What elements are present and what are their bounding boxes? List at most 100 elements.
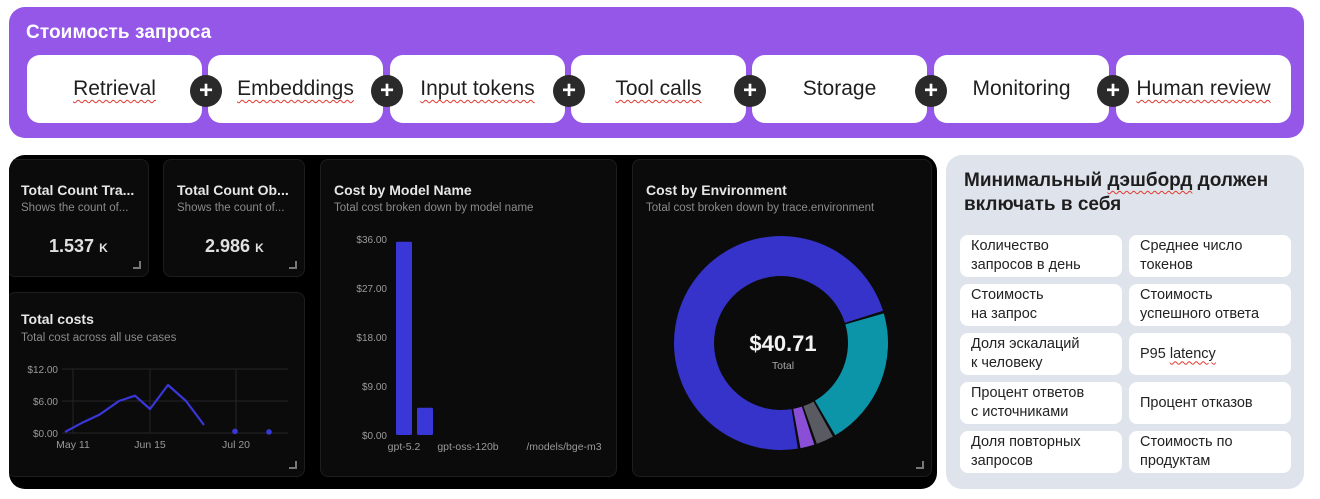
donut-slice <box>793 406 815 449</box>
total-costs-line-chart: $0.00 $6.00 $12.00 May 11 Jun 15 Jul 20 <box>27 365 288 451</box>
donut-total-label: Total <box>771 360 795 372</box>
chip-label: Embeddings <box>237 77 354 100</box>
metric-text: Стоимость по продуктам <box>1140 434 1233 469</box>
plus-icon: + <box>915 75 947 107</box>
chip-label: Monitoring <box>972 77 1071 100</box>
card-subtitle: Shows the count of... <box>177 202 285 214</box>
kpi-card-observations[interactable]: Total Count Ob... Shows the count of... … <box>163 159 305 277</box>
banner-title: Стоимость запроса <box>26 22 212 43</box>
chip-label: Storage <box>802 77 877 100</box>
donut-slice <box>674 236 884 450</box>
x-tick-label: Jul 20 <box>222 439 250 451</box>
kpi-value: 1.537 K <box>49 236 108 257</box>
kpi-number: 2.986 <box>205 236 251 256</box>
cost-by-environment-donut-chart <box>674 236 888 450</box>
x-tick-label: gpt-oss-120b <box>437 441 498 453</box>
x-tick-label: gpt-5.2 <box>388 441 421 453</box>
kpi-card-traces[interactable]: Total Count Tra... Shows the count of...… <box>9 159 149 277</box>
kpi-number: 1.537 <box>49 236 95 256</box>
chip-human-review: Human review <box>1116 55 1291 123</box>
title-part: должен включать в себя <box>964 170 1269 215</box>
plus-icon: + <box>553 75 585 107</box>
bar <box>417 407 433 435</box>
series-point <box>266 429 272 435</box>
kpi-value: 2.986 K <box>205 236 264 257</box>
metric-text: Среднее число токенов <box>1140 238 1243 273</box>
title-part: Минимальный <box>964 170 1108 191</box>
metric-text: Процент ответов с источниками <box>971 385 1085 420</box>
x-tick-label: Jun 15 <box>134 439 166 451</box>
chip-tool-calls: Tool calls <box>571 55 746 123</box>
metric-repeat-requests: Доля повторных запросов <box>960 431 1122 473</box>
chip-input-tokens: Input tokens <box>390 55 565 123</box>
metric-refusal-rate: Процент отказов <box>1129 382 1291 424</box>
y-tick-label: $9.00 <box>362 382 387 393</box>
metric-text: Стоимость на запрос <box>971 287 1044 322</box>
card-title: Total costs <box>21 311 94 327</box>
donut-slice <box>803 401 833 444</box>
card-title: Cost by Environment <box>646 182 787 198</box>
series-point <box>232 428 238 435</box>
y-tick-label: $27.00 <box>356 284 387 295</box>
kpi-unit: K <box>255 241 264 255</box>
donut-total-value: $40.71 <box>749 331 817 356</box>
metric-text: P95 latency <box>1140 345 1216 362</box>
total-costs-card[interactable]: Total costs Total cost across all use ca… <box>9 292 305 477</box>
series-line <box>64 383 205 433</box>
resize-handle-icon[interactable] <box>916 461 924 469</box>
cost-by-environment-card[interactable]: Cost by Environment Total cost broken do… <box>632 159 932 477</box>
plus-icon: + <box>371 75 403 107</box>
chip-monitoring: Monitoring <box>934 55 1109 123</box>
cost-by-model-bar-chart: $0.00 $9.00 $18.00 $27.00 $36.00 gpt-5.2 gpt-o… <box>356 235 601 453</box>
metric-text: Стоимость успешного ответа <box>1140 287 1260 322</box>
y-tick-label: $18.00 <box>356 333 387 344</box>
metric-text: Количество запросов в день <box>971 238 1081 273</box>
card-title: Total Count Ob... <box>177 182 289 198</box>
metric-requests-per-day: Количество запросов в день <box>960 235 1122 277</box>
chip-label: Retrieval <box>73 77 156 100</box>
metric-text: Процент отказов <box>1140 394 1253 411</box>
y-tick-label: $12.00 <box>27 365 58 376</box>
bar <box>396 241 412 435</box>
metric-cost-by-product: Стоимость по продуктам <box>1129 431 1291 473</box>
request-cost-banner: Стоимость запроса Retrieval + Embeddings… <box>9 7 1304 138</box>
x-tick-label: /models/bge-m3 <box>526 441 601 453</box>
metric-text: Доля эскалаций к человеку <box>971 336 1080 371</box>
card-subtitle: Total cost broken down by model name <box>334 202 534 214</box>
metric-cost-per-request: Стоимость на запрос <box>960 284 1122 326</box>
metric-text: Доля повторных запросов <box>971 434 1081 469</box>
card-subtitle: Shows the count of... <box>21 202 129 214</box>
y-tick-label: $36.00 <box>356 235 387 246</box>
title-part: дэшборд <box>1107 170 1193 191</box>
chip-embeddings: Embeddings <box>208 55 383 123</box>
metric-escalation-share: Доля эскалаций к человеку <box>960 333 1122 375</box>
y-tick-label: $0.00 <box>362 431 387 442</box>
donut-slice <box>814 313 888 436</box>
costs-dashboard: Total Count Tra... Shows the count of...… <box>9 155 937 489</box>
resize-handle-icon[interactable] <box>289 261 297 269</box>
plus-icon: + <box>734 75 766 107</box>
y-tick-label: $6.00 <box>33 397 58 408</box>
x-tick-label: May 11 <box>56 439 90 451</box>
chip-label: Tool calls <box>615 77 702 100</box>
chip-retrieval: Retrieval <box>27 55 202 123</box>
card-subtitle: Total cost broken down by trace.environm… <box>646 202 875 214</box>
metric-cost-successful-answer: Стоимость успешного ответа <box>1129 284 1291 326</box>
plus-icon: + <box>1097 75 1129 107</box>
chip-label: Human review <box>1136 77 1271 100</box>
y-tick-label: $0.00 <box>33 429 58 440</box>
metric-avg-tokens: Среднее число токенов <box>1129 235 1291 277</box>
metric-answers-with-sources: Процент ответов с источниками <box>960 382 1122 424</box>
chip-storage: Storage <box>752 55 927 123</box>
metric-p95-latency: P95 latency <box>1129 333 1291 375</box>
plus-icon: + <box>190 75 222 107</box>
kpi-unit: K <box>99 241 108 255</box>
resize-handle-icon[interactable] <box>133 261 141 269</box>
card-title: Cost by Model Name <box>334 182 472 198</box>
chip-label: Input tokens <box>420 77 535 100</box>
minimal-dashboard-panel: Минимальный дэшборд должен включать в се… <box>946 155 1304 489</box>
card-subtitle: Total cost across all use cases <box>21 332 177 344</box>
resize-handle-icon[interactable] <box>289 461 297 469</box>
cost-by-model-card[interactable]: Cost by Model Name Total cost broken dow… <box>320 159 617 477</box>
panel-title: Минимальный дэшборд должен включать в се… <box>964 169 1304 217</box>
